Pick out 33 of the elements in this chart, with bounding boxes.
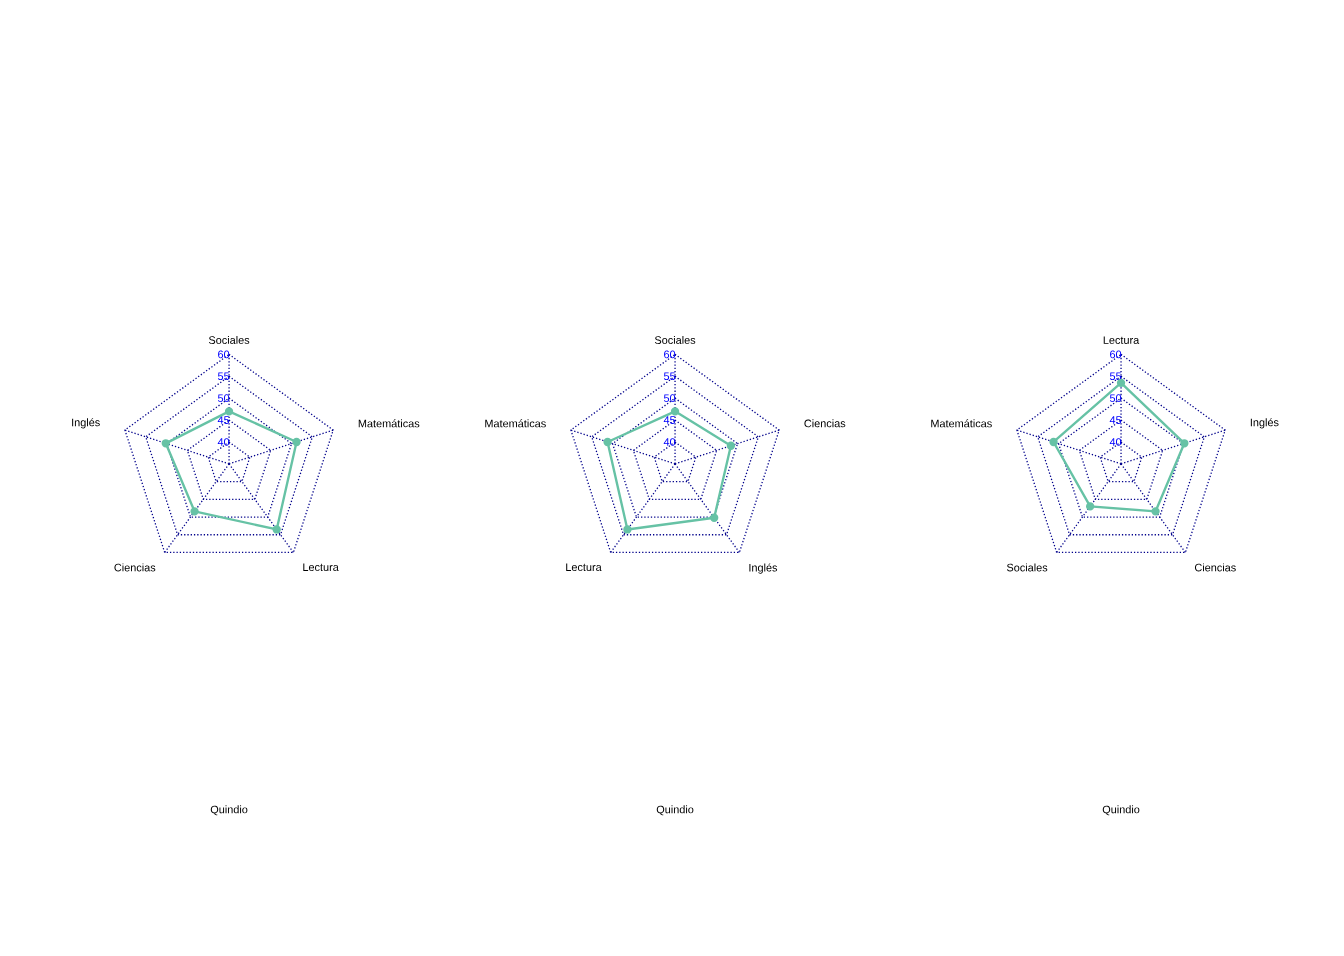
y-tick-label: 50 <box>217 394 230 403</box>
spoke-label: Inglés <box>1250 418 1279 429</box>
spoke-label: Inglés <box>72 418 100 429</box>
text: Quindio <box>656 805 694 816</box>
y-tick-label: 40 <box>1109 438 1122 447</box>
spoke-label: Ciencias <box>804 419 846 428</box>
spoke-label: Sociales <box>1006 563 1048 572</box>
spoke-label: Lectura <box>566 563 602 572</box>
y-tick-label: 55 <box>217 372 230 381</box>
text: Quindio <box>210 805 248 816</box>
y-tick-label: 50 <box>1109 394 1122 403</box>
y-tick-label: 60 <box>1110 350 1122 359</box>
spoke-label: Inglés <box>749 563 778 574</box>
y-tick-label: 55 <box>1109 372 1122 381</box>
spoke-label: Lectura <box>303 563 339 572</box>
y-tick-label: 50 <box>663 394 676 403</box>
y-tick-label: 55 <box>663 372 676 381</box>
y-tick-label: 40 <box>217 438 230 447</box>
spoke-label: Matemáticas <box>931 419 992 428</box>
spoke-label: Sociales <box>208 336 250 345</box>
spoke-label: Ciencias <box>1194 563 1236 572</box>
y-tick-label: 45 <box>1109 416 1122 425</box>
y-tick-label: 60 <box>664 350 676 359</box>
y-tick-label: 60 <box>218 350 230 359</box>
spoke-label: Ciencias <box>114 563 156 572</box>
y-tick-label: 45 <box>663 416 676 425</box>
spoke-label: Sociales <box>654 336 696 345</box>
spoke-label: Lectura <box>1103 336 1140 345</box>
spoke-label: Matemáticas <box>485 419 546 428</box>
y-tick-label: 40 <box>663 438 676 447</box>
y-tick-label: 45 <box>217 416 230 425</box>
text: Quindio <box>1102 805 1140 816</box>
spoke-label: Matemáticas <box>358 419 420 428</box>
